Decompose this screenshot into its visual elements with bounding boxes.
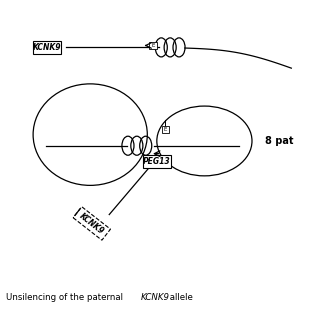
Text: Unsilencing of the paternal: Unsilencing of the paternal [6,293,126,302]
Text: KCNK9: KCNK9 [140,293,169,302]
FancyBboxPatch shape [162,126,169,133]
Text: KCNK9: KCNK9 [78,211,106,236]
Text: KCNK9: KCNK9 [33,43,62,52]
FancyBboxPatch shape [149,42,157,49]
Text: PEG13: PEG13 [143,157,171,166]
FancyBboxPatch shape [73,207,110,240]
FancyBboxPatch shape [33,41,61,54]
Text: allele: allele [167,293,193,302]
Text: E: E [151,43,155,48]
Text: 8 pat: 8 pat [265,136,293,146]
Text: E: E [164,127,167,132]
FancyBboxPatch shape [142,155,171,168]
